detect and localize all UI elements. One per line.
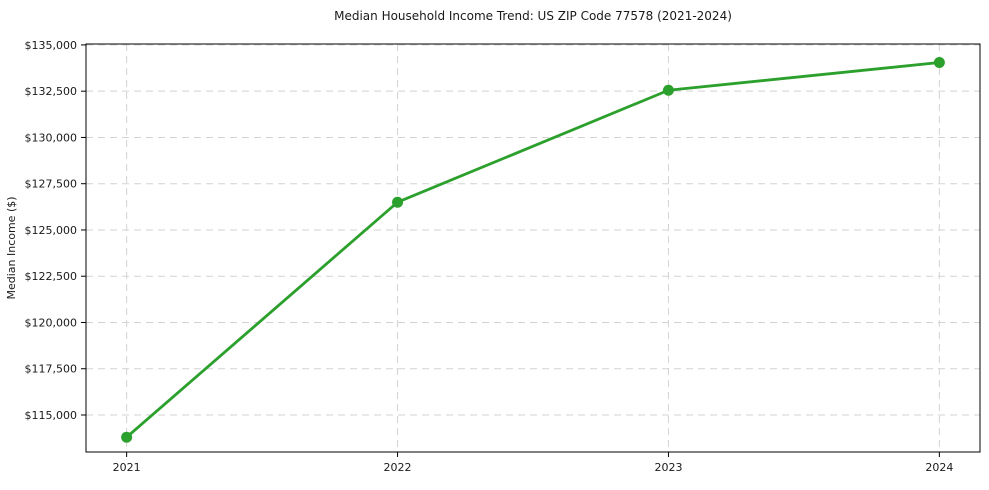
y-tick-label: $130,000 xyxy=(25,131,78,144)
y-tick-label: $132,500 xyxy=(25,85,78,98)
data-point-2024 xyxy=(933,57,945,69)
y-tick-label: $120,000 xyxy=(25,316,78,329)
x-tick-label: 2021 xyxy=(113,461,141,474)
y-axis-label: Median Income ($) xyxy=(5,196,18,299)
chart-title: Median Household Income Trend: US ZIP Co… xyxy=(334,9,732,23)
data-point-2021 xyxy=(121,431,133,443)
plot-area: $115,000 $117,500 $120,000 $122,500 $125,000… xyxy=(25,39,981,474)
y-tick-label: $125,000 xyxy=(25,224,78,237)
y-tick-label: $127,500 xyxy=(25,178,78,191)
data-point-2022 xyxy=(392,196,404,208)
y-tick-label: $135,000 xyxy=(25,39,78,52)
y-tick-label: $115,000 xyxy=(25,409,78,422)
y-tick-label: $122,500 xyxy=(25,270,78,283)
y-tick-label: $117,500 xyxy=(25,363,78,376)
x-tick-label: 2024 xyxy=(925,461,953,474)
trend-line xyxy=(125,61,941,439)
x-tick-label: 2023 xyxy=(654,461,682,474)
data-point-2023 xyxy=(662,84,674,96)
x-tick-label: 2022 xyxy=(384,461,412,474)
plot-border xyxy=(85,43,981,453)
